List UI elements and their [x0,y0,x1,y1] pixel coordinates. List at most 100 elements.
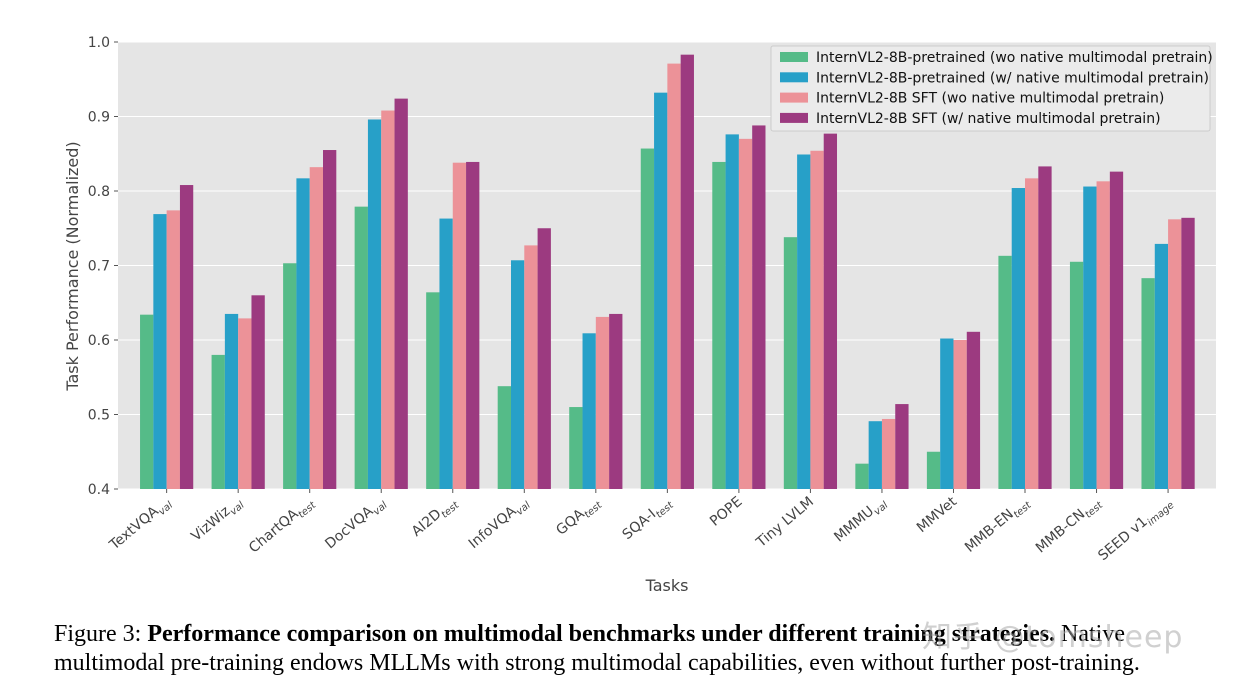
x-tick-label: TextVQAval [106,494,175,556]
x-tick-label: MMB-CNtest [1033,493,1106,559]
y-tick-label: 0.4 [88,482,110,498]
bar [712,161,726,489]
bar [524,245,538,489]
x-tick-label: AI2Dtest [409,493,462,542]
x-tick-label: MMB-ENtest [962,493,1034,558]
x-tick-label: GQAtest [553,493,605,541]
bar [1069,261,1084,489]
bar [810,150,824,489]
bar [738,138,753,489]
y-axis-label: Task Performance (Normalized) [63,141,82,391]
x-tick-label: Tiny LVLM [753,494,817,551]
bars [140,54,1195,490]
bar [497,386,511,489]
bar [251,295,265,489]
bar [296,178,310,489]
bar [823,133,838,489]
legend-box [770,45,1211,132]
bar [1025,178,1039,489]
x-tick-label: SEED v1image [1095,494,1176,567]
bar [466,161,480,489]
bar [1141,278,1155,489]
bar [439,218,453,489]
bar [881,418,896,489]
y-tick-label: 0.9 [88,110,110,126]
x-tick-label: InfoVQAval [466,494,533,555]
bar [895,404,909,489]
bar-chart: 0.4 0.5 0.6 0.7 0.8 0.9 1.0 TextVQAval VizWizva… [63,35,1216,595]
bar [998,255,1012,489]
x-tick-label: MMVet [914,493,960,536]
bar [868,421,882,489]
bar [569,407,583,489]
bar [725,134,739,489]
bar [224,313,239,489]
bar [367,119,382,489]
x-tick-label: VizWizval [188,494,246,547]
legend-entry: InternVL2-8B SFT (w/ native multimodal p… [816,111,1161,127]
legend-swatch [780,52,808,62]
bar [940,338,954,489]
bar [140,314,154,489]
bar [1109,171,1124,489]
legend: InternVL2-8B-pretrained (wo native multi… [770,45,1213,132]
bar [211,354,225,489]
bar [323,150,337,489]
bar [1096,181,1110,489]
x-axis-label: Tasks [645,576,689,595]
x-tick-label: MMMUval [831,494,890,548]
bar [426,292,440,489]
bar [179,185,194,490]
bar [153,214,167,489]
y-axis-ticks: 0.4 0.5 0.6 0.7 0.8 0.9 1.0 [88,35,118,498]
bar [609,313,623,489]
bar [381,110,395,489]
legend-swatch [780,112,808,123]
bar [309,167,324,489]
bar [595,316,610,489]
watermark: 知乎 @tomsheep [922,620,1184,655]
bar [953,340,967,489]
legend-swatch [780,72,808,83]
y-tick-label: 0.7 [88,259,110,275]
bar [537,228,551,489]
y-tick-label: 0.5 [88,408,110,424]
legend-entry: InternVL2-8B-pretrained (w/ native multi… [816,70,1209,86]
y-tick-label: 0.6 [88,333,110,349]
bar [667,63,681,489]
caption-bold-text: Performance comparison on multimodal ben… [147,621,1056,647]
bar [797,154,811,489]
x-axis-ticks: TextVQAval VizWizval ChartQAtest DocVQAval A… [106,489,1177,567]
bar [510,260,525,489]
bar [1168,219,1182,489]
bar [394,98,408,490]
bar [855,463,869,489]
figure-caption: Figure 3: Performance comparison on mult… [54,620,1234,678]
y-tick-label: 1.0 [88,35,110,51]
bar [752,125,766,489]
legend-entry: InternVL2-8B SFT (wo native multimodal p… [816,91,1164,107]
bar [452,162,467,489]
bar [1154,243,1169,489]
x-tick-label: ChartQAtest [246,493,319,559]
x-tick-label: POPE [707,494,745,530]
legend-entry: InternVL2-8B-pretrained (wo native multi… [816,50,1213,66]
x-tick-label: DocVQAval [322,494,390,555]
bar [966,331,981,489]
caption-text: Native multimodal pre-training endows ML… [54,621,1140,676]
bar [283,263,297,489]
bar [582,333,596,489]
bar [1038,166,1052,490]
bar [166,210,180,489]
bar [1011,188,1026,489]
bar [680,54,694,489]
bar [926,451,941,489]
x-tick-label: SQA-Itest [620,493,677,545]
caption-label: Figure 3: [54,621,142,647]
bar [640,148,655,489]
legend-swatch [780,92,808,103]
y-tick-label: 0.8 [88,184,110,200]
bar [654,92,668,489]
bar [1181,217,1195,489]
bar [354,206,368,489]
